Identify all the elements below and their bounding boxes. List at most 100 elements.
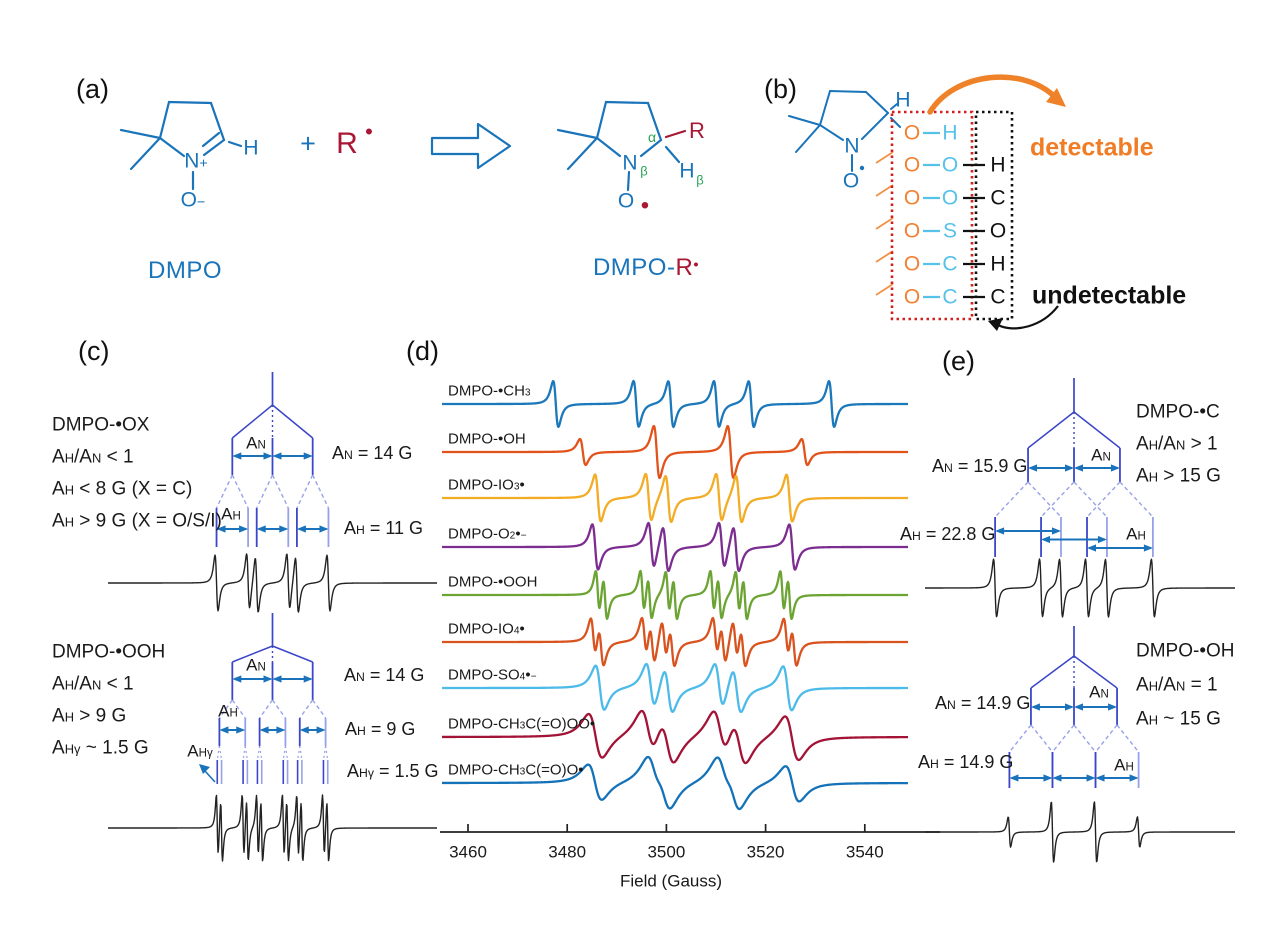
e-bottom-cond2: AH ~ 15 G [1136, 708, 1221, 730]
field-axis [440, 824, 940, 833]
series-label: DMPO-•OH [448, 430, 526, 448]
b-atom-o: O [842, 169, 860, 193]
epr-spectrum [441, 424, 909, 480]
c-top-cond3: AH > 9 G (X = O/S/I) [52, 510, 222, 532]
r-radical-dot: • [365, 119, 373, 144]
undetectable-arrow-icon [988, 305, 1059, 331]
epr-spectrum [441, 521, 909, 573]
detectable-box [890, 110, 974, 321]
x-axis-title: Field (Gauss) [619, 871, 723, 891]
x-tick-label: 3520 [746, 842, 785, 862]
epr-spectrum [441, 379, 909, 429]
reactant-caption: DMPO [148, 257, 222, 284]
e-bottom-name: DMPO-•OH [1136, 640, 1235, 662]
c-bottom-an-value: AN = 14 G [344, 665, 425, 685]
product-caption-r: R [675, 254, 694, 281]
series-label: DMPO-•OOH [448, 573, 538, 591]
c-top-cond2: AH < 8 G (X = C) [52, 478, 193, 500]
c-bottom-ah-label: AH [218, 701, 238, 721]
atom-o-minus: O− [180, 188, 206, 212]
bond-slashes [875, 151, 894, 296]
beta-h-label: β [696, 172, 704, 188]
b-row-atom1: O [903, 153, 921, 177]
c-bottom-ah-value: AH = 9 G [345, 719, 416, 739]
dmpo-structure [119, 100, 243, 191]
x-tick-label: 3480 [548, 842, 587, 862]
panel-label-e: (e) [942, 346, 975, 376]
c-bottom-cond3: AHγ ~ 1.5 G [52, 737, 149, 759]
panel-label-d: (d) [406, 336, 439, 366]
dmpo-adduct-structure [788, 89, 901, 172]
c-top-cond1: AH/AN < 1 [52, 446, 134, 468]
b-row-atom3: H [990, 252, 1006, 276]
b-row-atom3: C [990, 285, 1006, 309]
series-label: DMPO-IO4• [448, 620, 525, 638]
panel-label-a: (a) [76, 74, 109, 104]
epr-spectrum-e_bottom [924, 801, 1236, 863]
product-caption-dmpo: DMPO- [592, 254, 676, 281]
detectable-label: detectable [1030, 133, 1154, 162]
e-bottom-an-label: AN [1089, 682, 1109, 702]
product-caption: DMPO-R• [593, 256, 699, 280]
undetectable-label: undetectable [1032, 281, 1187, 310]
b-atom-h: H [895, 88, 911, 112]
plus-sign: + [300, 128, 316, 159]
splitting-tree-e_top [994, 378, 1154, 557]
e-top-ah-label: AH [1126, 524, 1146, 544]
panel-b-row-dashes [923, 131, 985, 299]
c-top-an-label: AN [246, 433, 266, 453]
series-label: DMPO-SO4•− [448, 666, 537, 684]
e-top-cond1: AH/AN > 1 [1136, 433, 1218, 455]
c-top-ah-value: AH = 11 G [344, 518, 424, 538]
epr-spectrum [107, 553, 438, 613]
b-row-atom3: H [990, 153, 1006, 177]
c-bottom-cond1: AH/AN < 1 [52, 673, 134, 695]
epr-spectrum-c_top [107, 553, 438, 613]
c-top-ah-label: AH [221, 504, 241, 524]
epr-spectrum [924, 801, 1236, 863]
panel-label-b: (b) [764, 74, 797, 104]
b-row-atom1: O [903, 285, 921, 309]
e-top-name: DMPO-•C [1136, 401, 1220, 423]
atom-n-beta: N [622, 151, 638, 175]
epr-spectrum-c_bottom [107, 794, 438, 862]
splitting-tree-c_bottom [216, 613, 329, 784]
b-row-atom2: C [942, 285, 958, 309]
splitting-tree-c_top [215, 372, 330, 547]
epr-spectrum [441, 662, 909, 714]
c-top-name: DMPO-•OX [52, 414, 150, 436]
epr-spectrum [441, 472, 909, 524]
epr-spectrum [441, 709, 909, 765]
series-label: DMPO-•CH3 [448, 382, 531, 400]
e-top-an-value: AN = 15.9 G [932, 456, 1028, 476]
series-label: DMPO-CH3C(=O)O• [448, 761, 584, 779]
splitting-tree-e_bottom [1008, 626, 1140, 788]
epr-spectrum [924, 558, 1236, 618]
ahg-pointer-arrow-icon [199, 764, 216, 783]
x-tick-label: 3500 [647, 842, 686, 862]
dmpo-r-structure [556, 100, 687, 192]
b-row-atom2: O [941, 153, 959, 177]
series-label: DMPO-O2•− [448, 525, 527, 543]
epr-spectrum [441, 616, 909, 668]
reaction-arrow-icon [430, 122, 512, 170]
panel-d-spectra [441, 379, 909, 811]
b-row-atom2: O [941, 186, 959, 210]
b-row-atom2: S [942, 219, 958, 243]
panel-label-c: (c) [78, 336, 110, 366]
c-bottom-cond2: AH > 9 G [52, 705, 127, 727]
product-caption-dot: • [693, 257, 700, 274]
c-bottom-name: DMPO-•OOH [52, 641, 166, 663]
x-tick-label: 3540 [845, 842, 884, 862]
e-top-an-label: AN [1091, 445, 1111, 465]
e-bottom-ah-label: AH [1114, 755, 1134, 775]
atom-h-beta: H [679, 159, 695, 183]
c-top-an-value: AN = 14 G [332, 443, 413, 463]
b-row-atom2: H [942, 121, 958, 145]
series-label: DMPO-IO3• [448, 476, 525, 494]
epr-spectrum [107, 794, 438, 862]
b-atom-n: N [844, 134, 860, 158]
e-bottom-ah-value: AH = 14.9 G [918, 752, 1014, 772]
